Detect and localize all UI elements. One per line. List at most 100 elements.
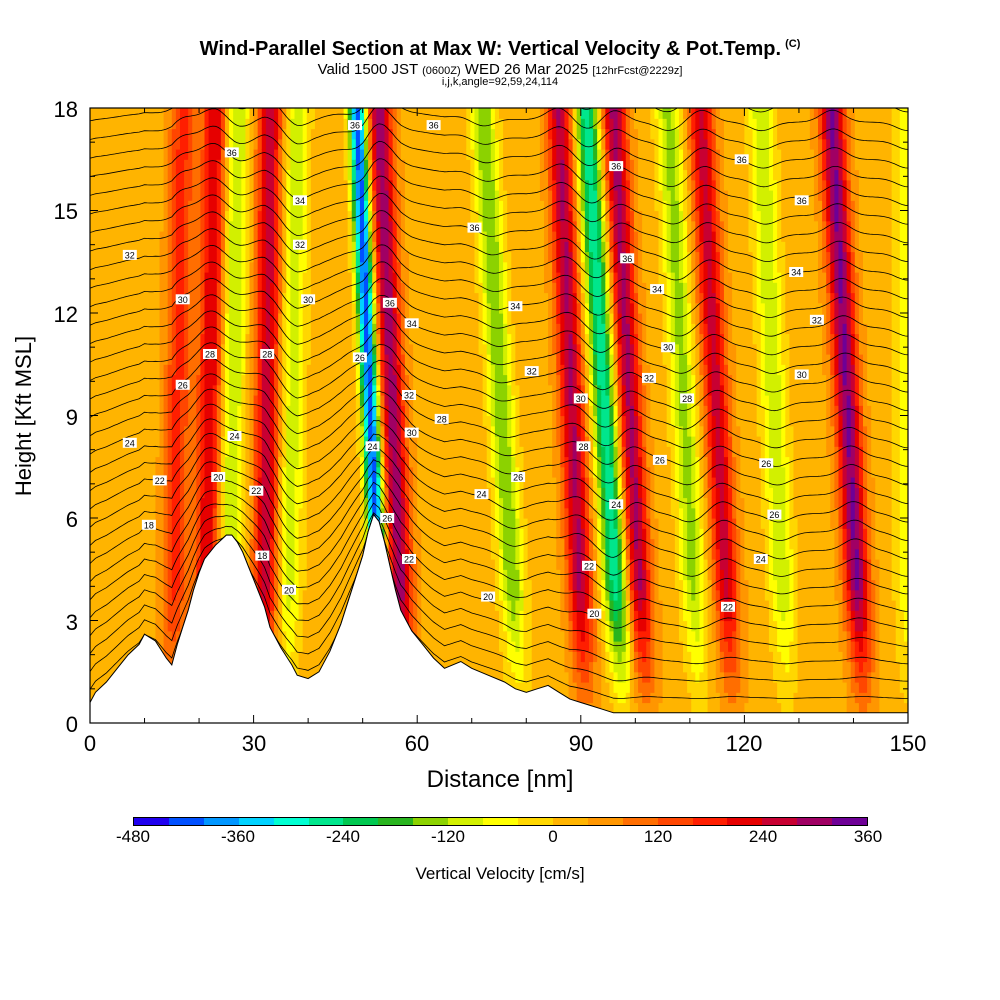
velocity-cell [134, 251, 140, 263]
velocity-cell [216, 436, 222, 447]
velocity-cell [409, 620, 414, 632]
velocity-cell [167, 179, 173, 191]
velocity-cell [327, 620, 332, 632]
velocity-cell [208, 282, 214, 294]
velocity-cell [359, 518, 365, 529]
velocity-cell [118, 108, 124, 119]
velocity-cell [118, 600, 124, 611]
velocity-cell [184, 354, 189, 365]
velocity-cell [155, 272, 161, 283]
velocity-cell [261, 384, 267, 396]
velocity-cell [98, 333, 103, 345]
velocity-cell [106, 251, 112, 263]
velocity-cell [179, 220, 185, 232]
velocity-cell [425, 620, 431, 632]
velocity-cell [94, 159, 99, 171]
velocity-cell [224, 251, 230, 263]
velocity-cell [102, 138, 107, 150]
velocity-cell [130, 600, 136, 611]
velocity-cell [233, 487, 238, 499]
velocity-cell [351, 128, 357, 140]
velocity-cell [151, 405, 157, 417]
velocity-cell [319, 200, 324, 212]
velocity-cell [323, 108, 328, 119]
velocity-cell [310, 384, 316, 396]
velocity-cell [323, 231, 328, 242]
velocity-cell [310, 415, 316, 427]
velocity-cell [286, 343, 292, 355]
velocity-cell [167, 528, 173, 540]
velocity-cell [122, 374, 128, 386]
velocity-cell [380, 343, 386, 355]
velocity-cell [179, 425, 185, 437]
velocity-cell [188, 179, 193, 191]
velocity-cell [171, 395, 177, 406]
velocity-cell [400, 487, 406, 499]
velocity-cell [126, 210, 132, 222]
velocity-cell [331, 518, 336, 529]
velocity-cell [286, 415, 292, 427]
velocity-cell [151, 548, 157, 560]
velocity-cell [314, 272, 320, 283]
velocity-cell [261, 159, 267, 171]
velocity-cell [134, 569, 140, 581]
velocity-cell [278, 384, 283, 396]
velocity-cell [90, 630, 95, 642]
velocity-cell [310, 364, 316, 376]
velocity-cell [139, 128, 144, 140]
velocity-cell [294, 179, 300, 191]
velocity-cell [396, 261, 402, 273]
velocity-cell [372, 425, 377, 437]
velocity-cell [400, 600, 406, 611]
velocity-cell [392, 497, 398, 509]
velocity-cell [339, 241, 345, 253]
velocity-cell [249, 118, 255, 130]
velocity-cell [306, 251, 312, 263]
velocity-cell [143, 620, 148, 632]
velocity-cell [175, 446, 181, 458]
utc-time: (0600Z) [422, 65, 461, 77]
velocity-cell [155, 313, 161, 324]
velocity-cell [134, 374, 140, 386]
velocity-cell [110, 630, 116, 642]
velocity-cell [143, 405, 148, 417]
velocity-cell [110, 518, 116, 529]
velocity-cell [417, 456, 422, 468]
velocity-cell [114, 200, 120, 212]
velocity-cell [339, 169, 345, 181]
velocity-cell [110, 497, 116, 509]
velocity-cell [143, 231, 148, 242]
velocity-cell [98, 384, 103, 396]
velocity-cell [314, 261, 320, 273]
velocity-cell [110, 159, 116, 171]
velocity-cell [249, 261, 255, 273]
velocity-cell [229, 210, 234, 222]
velocity-cell [355, 518, 361, 529]
velocity-cell [355, 507, 361, 519]
velocity-cell [163, 436, 169, 447]
velocity-cell [294, 538, 300, 550]
velocity-cell [359, 466, 365, 478]
velocity-cell [241, 518, 247, 529]
velocity-cell [302, 261, 308, 273]
velocity-cell [106, 118, 112, 130]
velocity-cell [233, 159, 238, 171]
velocity-cell [368, 487, 373, 499]
velocity-cell [184, 395, 189, 406]
velocity-cell [269, 384, 275, 396]
velocity-cell [114, 651, 120, 663]
velocity-cell [306, 333, 312, 345]
velocity-cell [175, 518, 181, 529]
velocity-cell [216, 477, 222, 488]
velocity-cell [163, 231, 169, 242]
velocity-cell [159, 610, 165, 622]
velocity-cell [126, 466, 132, 478]
velocity-cell [355, 282, 361, 294]
velocity-cell [110, 487, 116, 499]
velocity-cell [241, 241, 247, 253]
velocity-cell [253, 231, 259, 242]
velocity-cell [126, 559, 132, 570]
velocity-cell [94, 497, 99, 509]
velocity-cell [118, 610, 124, 622]
velocity-cell [384, 456, 390, 468]
